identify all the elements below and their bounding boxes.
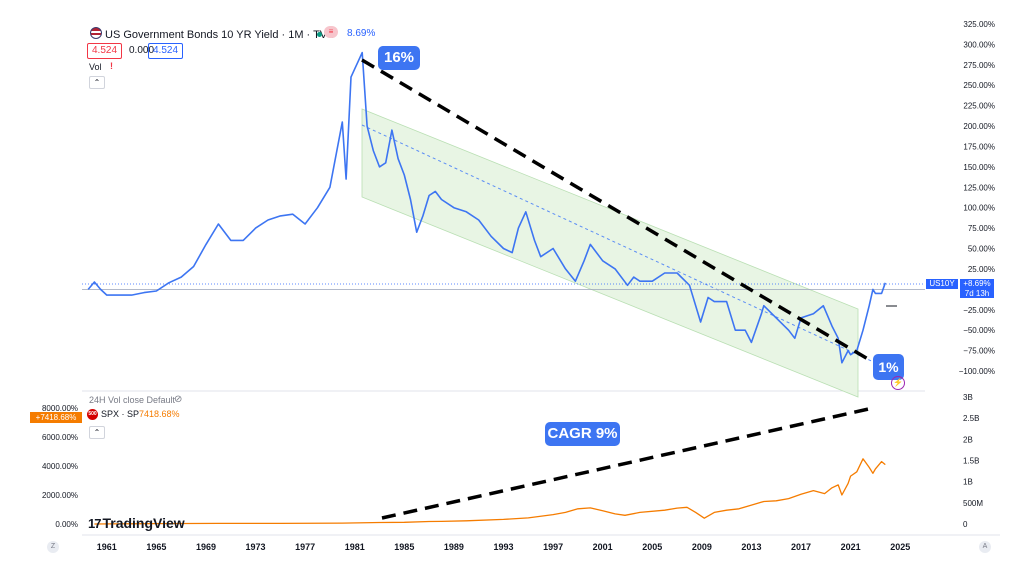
spx-tick-label: 4000.00% [42,462,78,471]
yield-tick-label: 250.00% [963,81,995,90]
yield-tick-label: 100.00% [963,204,995,213]
yield-tick-label: −75.00% [963,347,995,356]
yield-tick-label: 50.00% [968,245,995,254]
time-tick-label: 2005 [642,542,662,552]
spx-logo-icon: 500 [87,409,98,420]
yield-tick-label: −100.00% [959,367,995,376]
volume-tick-label: 1.5B [963,457,979,466]
volume-tick-label: 3B [963,393,973,402]
time-tick-label: 1989 [444,542,464,552]
bar-countdown-label: 7d 13h [960,289,994,298]
yield-axis: 325.00% 300.00% 275.00% 250.00% 225.00% 200.0… [959,20,995,376]
time-axis: 1961 1965 1969 1973 1977 1981 1985 1989 1993 1997… [97,542,910,552]
us-flag-icon [90,27,102,39]
symbol-title-text: US Government Bonds 10 YR Yield · 1M · T… [105,29,336,41]
yield-tick-label: 225.00% [963,102,995,111]
yield-tick-label: 200.00% [963,122,995,131]
yield-tick-label: 325.00% [963,20,995,29]
time-tick-label: 1965 [146,542,166,552]
time-tick-label: 2013 [741,542,761,552]
peak-yield-callout[interactable]: 16% [378,46,420,70]
sell-price-button[interactable]: 4.524 [87,43,123,59]
time-tick-label: 1977 [295,542,315,552]
volume-tick-label: 500M [963,499,983,508]
hidden-eye-icon[interactable]: ⊘ [174,394,183,405]
yield-tick-label: −25.00% [963,306,995,315]
spx-axis: 0.00% 2000.00% 4000.00% 6000.00% 8000.00% [42,404,78,529]
yield-trend-line[interactable] [361,58,874,364]
zoom-button[interactable]: Z [47,541,59,553]
spx-symbol-name[interactable]: SPX · SP [101,409,140,419]
warning-icon[interactable]: ! [110,61,113,71]
tradingview-mark-icon: 17 [88,516,102,531]
volume-tick-label: 1B [963,478,973,487]
volume-axis: 3B 2.5B 2B 1.5B 1B 500M 0 [963,393,983,529]
tradingview-logo[interactable]: 17 TradingView [88,515,185,531]
time-tick-label: 1981 [345,542,365,552]
time-tick-label: 2025 [890,542,910,552]
time-tick-label: 2001 [593,542,613,552]
volume-indicator-label[interactable]: Vol [89,62,102,72]
volume-tick-label: 2.5B [963,414,979,423]
change-percent: 8.69% [347,28,376,39]
spread-value: 0.000 [129,45,155,56]
yield-tick-label: 75.00% [968,224,995,233]
time-tick-label: 2009 [692,542,712,552]
symbol-title[interactable]: US Government Bonds 10 YR Yield · 1M · T… [90,27,335,41]
yield-tick-label: 300.00% [963,40,995,49]
data-flag-icon[interactable]: ≡ [324,26,338,38]
channel-midline[interactable] [361,124,881,366]
yield-tick-label: 175.00% [963,142,995,151]
lower-volume-label[interactable]: 24H Vol close Default [89,395,176,405]
auto-scale-button[interactable]: A [979,541,991,553]
buy-price-button[interactable]: 4.524 [148,43,184,59]
low-yield-callout[interactable]: 1% [873,354,904,380]
us10y-symbol-label: US10Y [926,279,958,289]
spx-tick-label: 2000.00% [42,491,78,500]
time-tick-label: 1969 [196,542,216,552]
volume-tick-label: 2B [963,435,973,444]
spx-value-label: +7418.68% [30,412,82,423]
cagr-callout[interactable]: CAGR 9% [545,422,620,446]
yield-series-line[interactable] [87,51,887,364]
spx-series-line[interactable] [94,458,886,525]
yield-tick-label: 125.00% [963,183,995,192]
yield-tick-label: 150.00% [963,163,995,172]
spx-tick-label: 8000.00% [42,404,78,413]
time-tick-label: 1997 [543,542,563,552]
time-tick-label: 1993 [493,542,513,552]
yield-tick-label: 275.00% [963,61,995,70]
collapse-legend-button[interactable]: ⌃ [89,76,105,89]
time-tick-label: 2017 [791,542,811,552]
market-open-dot-icon [317,32,322,37]
spx-tick-label: 0.00% [55,520,78,529]
time-tick-label: 1973 [246,542,266,552]
volume-tick-label: 0 [963,520,968,529]
yield-tick-label: −50.00% [963,326,995,335]
spx-tick-label: 6000.00% [42,433,78,442]
time-tick-label: 1961 [97,542,117,552]
time-tick-label: 2021 [841,542,861,552]
spx-trend-line[interactable] [381,406,874,520]
yield-tick-label: 25.00% [968,265,995,274]
spx-change-value: 7418.68% [139,409,180,419]
tradingview-logo-text: TradingView [102,515,185,531]
lightning-icon[interactable]: ⚡ [891,376,905,390]
us10y-value-label: +8.69% [960,279,994,289]
time-tick-label: 1985 [394,542,414,552]
collapse-lower-legend-button[interactable]: ⌃ [89,426,105,439]
